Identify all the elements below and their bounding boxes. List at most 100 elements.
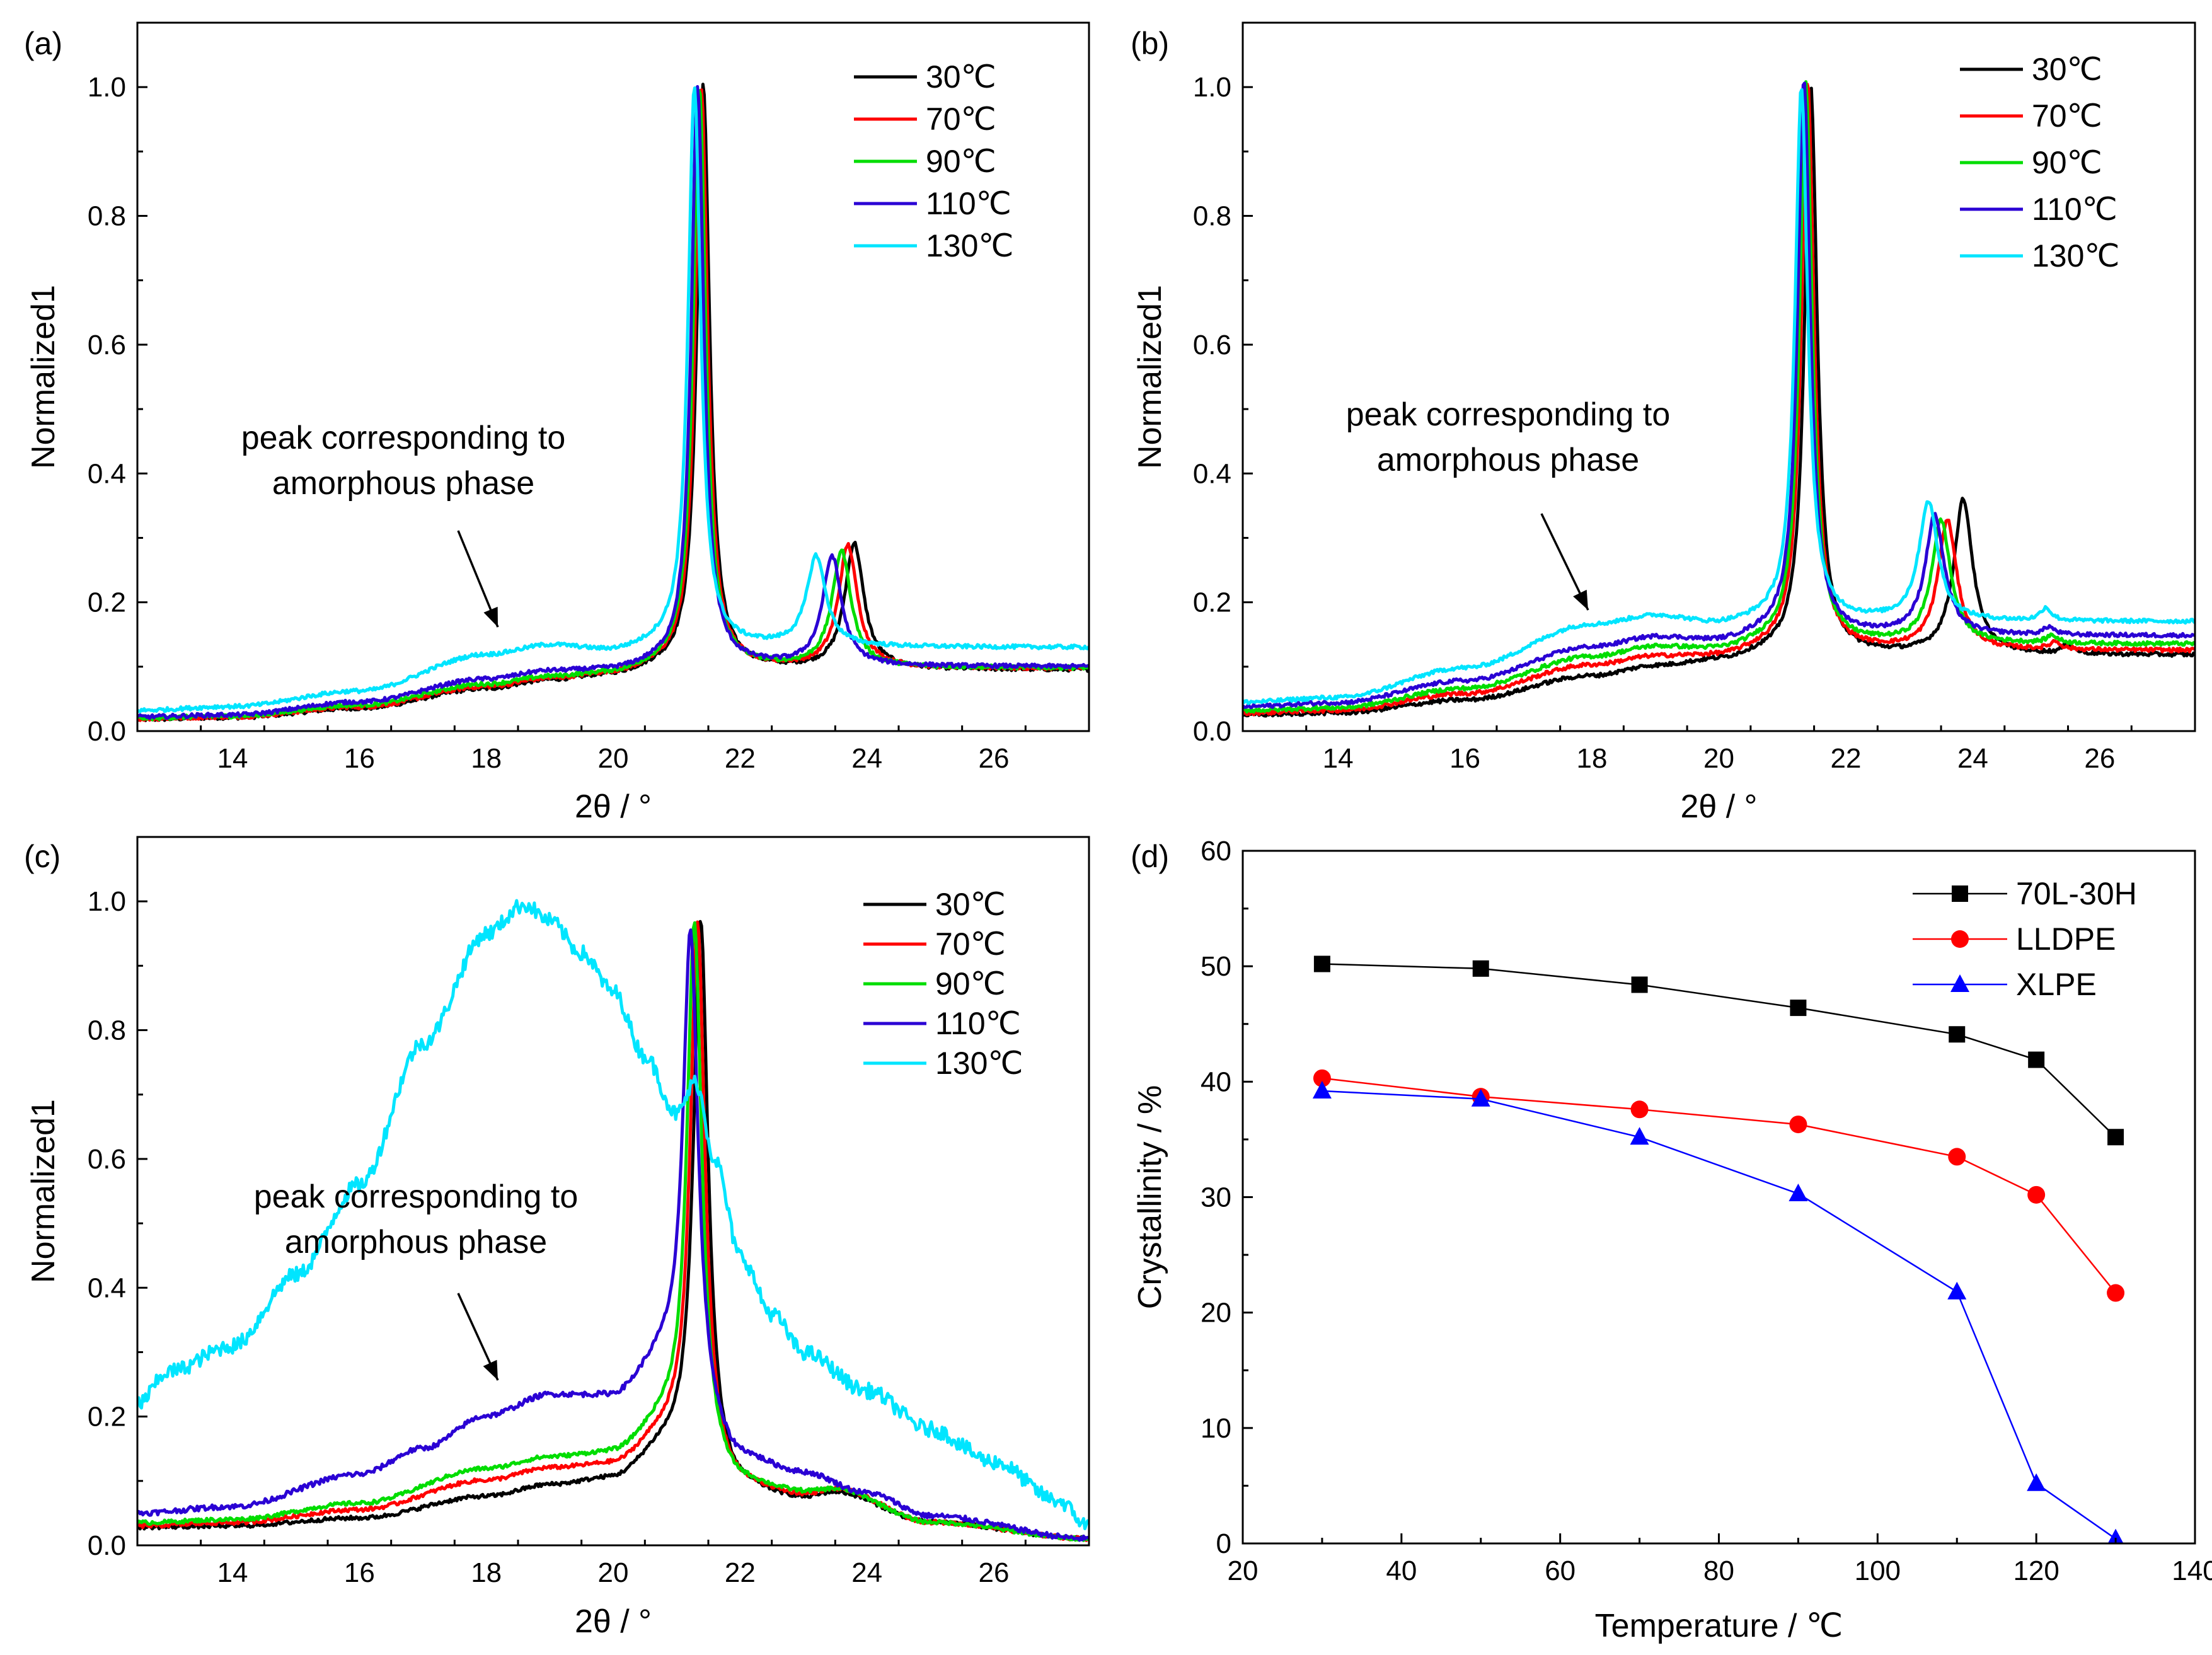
legend-item: 70℃: [854, 101, 996, 137]
y-tick-label: 0.8: [88, 1015, 126, 1046]
series-line: [1243, 81, 2195, 710]
y-tick-label: 0.0: [88, 716, 126, 747]
panel-label: (c): [24, 839, 60, 874]
x-axis-title: 2θ / °: [575, 788, 652, 825]
x-axis-title: 2θ / °: [575, 1603, 652, 1640]
legend-label: 130℃: [935, 1046, 1023, 1081]
x-tick-label: 80: [1703, 1555, 1734, 1586]
plot-area: [1243, 80, 2195, 718]
panel-label: (a): [24, 26, 62, 61]
data-point: [2107, 1284, 2125, 1302]
arrow-head: [483, 606, 498, 627]
series-line: [1322, 963, 2116, 1138]
y-tick-label: 50: [1201, 951, 1231, 982]
x-tick-label: 16: [344, 1557, 375, 1588]
data-point: [1471, 1088, 1490, 1107]
legend-label: 110℃: [926, 186, 1011, 221]
y-tick-label: 0.0: [1193, 716, 1231, 747]
series-line: [137, 88, 1089, 722]
legend-item: 30℃: [854, 59, 996, 95]
series-line: [137, 83, 1089, 722]
axes-frame: [136, 21, 1090, 732]
legend-label: 90℃: [935, 966, 1006, 1001]
x-tick-label: 20: [598, 1557, 629, 1588]
series-line: [1243, 83, 2195, 717]
x-tick-label: 140: [2172, 1555, 2212, 1586]
arrow-head: [483, 1359, 498, 1380]
x-tick-label: 20: [1228, 1555, 1259, 1586]
legend-item: 90℃: [854, 144, 996, 179]
x-tick-label: 16: [344, 743, 375, 774]
annotation-text: amorphous phase: [285, 1224, 547, 1260]
legend-label: 130℃: [926, 228, 1014, 263]
plot-area: [137, 899, 1089, 1542]
y-tick-label: 0.6: [1193, 330, 1231, 360]
y-tick-label: 0.0: [88, 1530, 126, 1561]
x-tick-label: 40: [1386, 1555, 1417, 1586]
y-tick-label: 60: [1201, 836, 1231, 867]
x-tick-label: 24: [851, 743, 882, 774]
series-line: [137, 928, 1089, 1542]
annotation-text: peak corresponding to: [1346, 396, 1671, 433]
x-tick-label: 16: [1449, 743, 1480, 774]
y-tick-label: 0.6: [88, 1144, 126, 1175]
data-point: [1312, 1080, 1332, 1099]
axes-frame: [1241, 21, 2196, 732]
legend-label: 90℃: [926, 144, 996, 179]
x-tick-label: 60: [1545, 1555, 1575, 1586]
arrow-head: [1573, 589, 1588, 610]
plot-area: [137, 83, 1089, 722]
legend-label: 70L-30H: [2016, 876, 2137, 911]
series-line: [137, 86, 1089, 713]
legend-item: 70℃: [863, 926, 1006, 962]
legend-label: 70℃: [926, 101, 996, 137]
x-tick-label: 26: [2084, 743, 2115, 774]
x-tick-label: 24: [851, 1557, 882, 1588]
data-point: [1948, 1148, 1966, 1166]
x-tick-label: 22: [725, 1557, 756, 1588]
series-line: [137, 899, 1089, 1530]
data-point: [1313, 955, 1330, 972]
data-point: [2107, 1129, 2124, 1146]
x-tick-label: 18: [471, 1557, 502, 1588]
y-axis-title: Normalized1: [25, 1099, 62, 1283]
y-tick-label: 0.6: [88, 330, 126, 360]
x-tick-label: 22: [1830, 743, 1861, 774]
y-tick-label: 40: [1201, 1066, 1231, 1097]
data-point: [1949, 1026, 1966, 1043]
y-axis-title: Normalized1: [1132, 285, 1168, 469]
axes-frame: [136, 836, 1090, 1547]
panel-label: (d): [1131, 839, 1169, 874]
legend-label: XLPE: [2016, 967, 2097, 1002]
legend-marker: [1951, 930, 1969, 948]
y-tick-label: 0.4: [88, 458, 126, 489]
y-tick-label: 0.8: [88, 201, 126, 232]
x-tick-label: 18: [471, 743, 502, 774]
legend-item: 90℃: [863, 966, 1006, 1001]
legend-label: LLDPE: [2016, 921, 2116, 957]
legend-label: 110℃: [935, 1006, 1021, 1041]
y-tick-label: 10: [1201, 1413, 1231, 1444]
data-point: [1472, 960, 1489, 977]
data-point: [2027, 1473, 2046, 1491]
x-tick-label: 14: [1323, 743, 1354, 774]
x-tick-label: 120: [2013, 1555, 2059, 1586]
y-tick-label: 0.4: [1193, 458, 1231, 489]
data-point: [1947, 1281, 1967, 1300]
legend-label: 30℃: [926, 59, 996, 95]
data-point: [1630, 1100, 1649, 1119]
series-line: [1322, 1090, 2116, 1540]
data-point: [2107, 1528, 2124, 1543]
legend-label: 90℃: [2032, 145, 2102, 180]
legend-item: 30℃: [863, 887, 1006, 922]
y-tick-label: 1.0: [88, 72, 126, 103]
chart-panel-a: 14 16 18 20 22 24 26 0.0 0.2 0.4 0.6 0.8 1.0 2θ / ° No…: [24, 21, 1090, 825]
annotation-text: amorphous phase: [272, 465, 534, 502]
series-line: [137, 921, 1089, 1542]
series-line: [137, 85, 1089, 720]
data-point: [1313, 1069, 1331, 1087]
legend-item: 90℃: [1960, 145, 2102, 180]
y-tick-label: 0.4: [88, 1272, 126, 1303]
